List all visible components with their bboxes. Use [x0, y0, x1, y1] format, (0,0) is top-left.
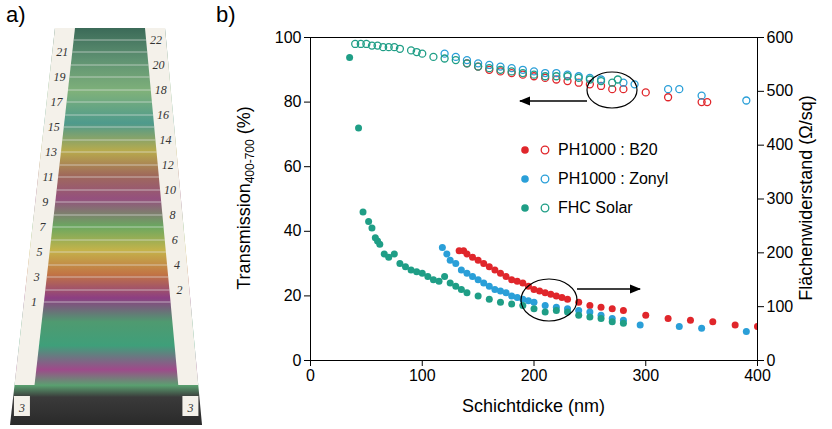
svg-text:500: 500 [767, 82, 794, 99]
svg-text:b): b) [216, 2, 236, 27]
svg-text:400: 400 [744, 367, 771, 384]
svg-text:3: 3 [186, 401, 193, 415]
svg-text:17: 17 [51, 95, 64, 109]
svg-text:2: 2 [176, 283, 182, 297]
svg-text:300: 300 [767, 190, 794, 207]
svg-text:12: 12 [162, 158, 174, 172]
svg-text:Transmission400-700 (%): Transmission400-700 (%) [234, 106, 257, 289]
svg-text:19: 19 [53, 70, 65, 84]
svg-text:13: 13 [45, 145, 57, 159]
svg-text:100: 100 [409, 367, 436, 384]
svg-text:FHC Solar: FHC Solar [558, 199, 633, 216]
svg-text:100: 100 [275, 29, 302, 46]
svg-text:400: 400 [767, 136, 794, 153]
svg-text:Flächenwiderstand (Ω/sq): Flächenwiderstand (Ω/sq) [796, 95, 816, 301]
svg-text:6: 6 [172, 233, 178, 247]
svg-text:4: 4 [174, 258, 180, 272]
svg-text:200: 200 [521, 367, 548, 384]
svg-text:8: 8 [169, 208, 175, 222]
svg-text:10: 10 [164, 183, 176, 197]
svg-text:20: 20 [152, 58, 164, 72]
svg-text:1: 1 [31, 295, 37, 309]
svg-text:14: 14 [159, 133, 171, 147]
svg-text:Schichtdicke (nm): Schichtdicke (nm) [462, 396, 605, 416]
svg-text:3: 3 [18, 401, 25, 415]
svg-text:40: 40 [284, 222, 302, 239]
svg-text:PH1000 : Zonyl: PH1000 : Zonyl [558, 170, 668, 187]
svg-text:100: 100 [767, 298, 794, 315]
svg-text:7: 7 [39, 220, 46, 234]
svg-text:21: 21 [56, 45, 68, 59]
svg-text:0: 0 [293, 352, 302, 369]
svg-text:18: 18 [155, 83, 167, 97]
svg-text:9: 9 [42, 195, 48, 209]
svg-text:PH1000 : B20: PH1000 : B20 [558, 141, 658, 158]
svg-text:a): a) [6, 2, 26, 27]
svg-text:60: 60 [284, 158, 302, 175]
svg-text:0: 0 [767, 352, 776, 369]
svg-text:22: 22 [150, 33, 162, 47]
svg-text:80: 80 [284, 93, 302, 110]
svg-text:600: 600 [767, 29, 794, 46]
svg-text:11: 11 [43, 170, 54, 184]
svg-text:200: 200 [767, 244, 794, 261]
svg-text:15: 15 [48, 120, 60, 134]
svg-text:16: 16 [157, 108, 169, 122]
svg-text:300: 300 [632, 367, 659, 384]
svg-text:0: 0 [306, 367, 315, 384]
svg-text:20: 20 [284, 287, 302, 304]
svg-text:5: 5 [37, 245, 43, 259]
svg-text:3: 3 [33, 270, 40, 284]
